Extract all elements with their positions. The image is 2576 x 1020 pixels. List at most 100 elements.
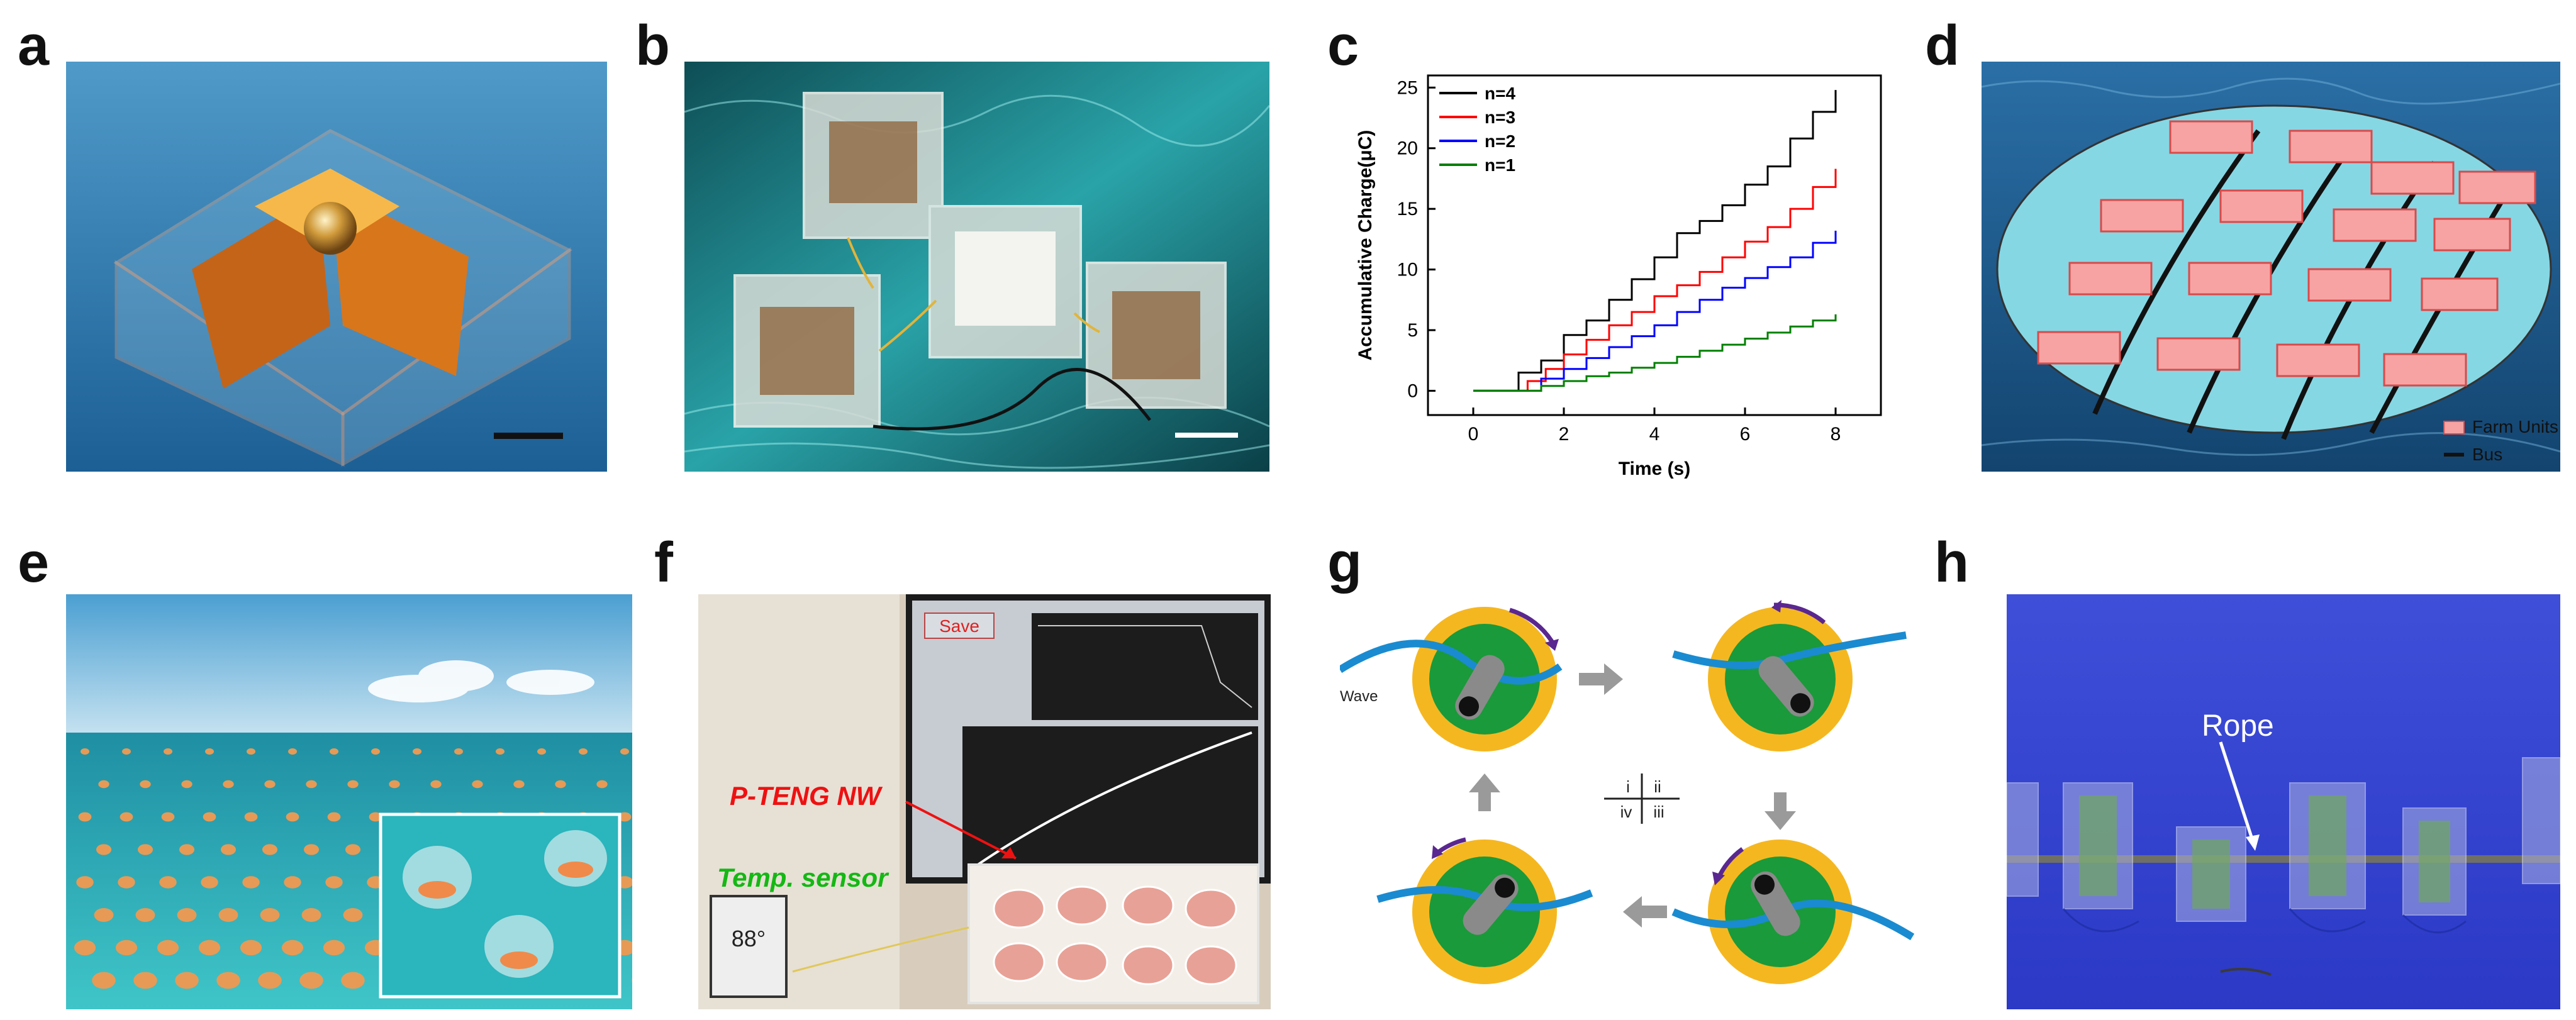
buoy-icon xyxy=(286,812,299,822)
buoy-icon xyxy=(198,940,221,956)
metal-ball-icon xyxy=(304,202,357,255)
buoy-icon xyxy=(218,908,238,922)
buoy-icon xyxy=(223,780,234,789)
buoy-icon xyxy=(177,908,197,922)
buoy-icon xyxy=(301,908,321,922)
buoy-icon xyxy=(164,748,172,755)
annotation-temp-sensor: Temp. sensor xyxy=(717,863,889,892)
quadrant-iii: iii xyxy=(1653,802,1664,821)
buoy-icon xyxy=(306,780,317,789)
quadrant-i: i xyxy=(1626,777,1630,796)
legend-farm-units: Farm Units xyxy=(2472,417,2558,436)
series-line-n-3 xyxy=(1473,169,1837,392)
buoy-icon xyxy=(325,876,343,889)
bus-legend-swatch xyxy=(2444,453,2464,457)
buoy-icon xyxy=(513,780,525,789)
panel-b-water-photo xyxy=(684,62,1269,472)
buoy-icon xyxy=(413,748,421,755)
rope-label: Rope xyxy=(2202,709,2274,743)
mechanism-state-iii xyxy=(1671,840,1915,984)
legend-bus: Bus xyxy=(2472,445,2502,464)
panel-d-farm-illustration: Farm Units Bus xyxy=(1982,62,2560,472)
buoy-icon xyxy=(78,812,92,822)
panel-label-a: a xyxy=(18,14,50,77)
buoy-icon xyxy=(76,876,94,889)
panel-e-ocean-rendering xyxy=(66,594,632,1009)
buoy-icon xyxy=(596,780,608,789)
buoy-icon xyxy=(175,972,199,989)
save-button-label: Save xyxy=(939,616,979,636)
panel-label-e: e xyxy=(18,531,50,594)
mechanism-state-iv xyxy=(1376,837,1593,984)
buoy-icon xyxy=(343,908,363,922)
buoy-icon xyxy=(92,972,116,989)
buoy-icon xyxy=(74,940,96,956)
buoy-icon xyxy=(264,780,276,789)
x-tick-label: 6 xyxy=(1740,424,1751,445)
panel-label-d: d xyxy=(1925,14,1960,77)
panel-h-rope-rendering: Rope xyxy=(2007,594,2560,1009)
buoy-icon xyxy=(247,748,255,755)
save-button[interactable] xyxy=(924,613,995,639)
buoy-icon xyxy=(140,780,151,789)
quadrant-ii: ii xyxy=(1654,777,1661,796)
series-line-n-2 xyxy=(1473,230,1837,392)
scale-bar xyxy=(494,433,563,439)
buoy-icon xyxy=(330,748,338,755)
buoy-icon xyxy=(216,972,240,989)
buoy-icon xyxy=(201,876,218,889)
buoy-icon xyxy=(220,844,237,855)
process-arrows xyxy=(1469,663,1796,928)
buoy-icon xyxy=(135,908,155,922)
accumulative-charge-chart: 0 2 4 6 8 0 5 10 15 20 25 n=4 n=3 n=2 n=1 Time (s) Ac… xyxy=(1355,74,1882,479)
buoy-icon xyxy=(96,844,112,855)
buoy-icon xyxy=(369,812,382,822)
quadrant-iv: iv xyxy=(1620,802,1632,821)
y-tick-label: 15 xyxy=(1397,199,1418,219)
buoy-icon xyxy=(620,748,629,755)
buoy-icon xyxy=(161,812,175,822)
panel-label-g: g xyxy=(1327,531,1362,594)
panel-label-f: f xyxy=(654,531,673,594)
buoy-icon xyxy=(323,940,345,956)
legend-entry: n=3 xyxy=(1485,108,1515,127)
buoy-icon xyxy=(81,748,89,755)
y-tick-label: 20 xyxy=(1397,138,1418,159)
legend-entry: n=4 xyxy=(1485,84,1515,103)
buoy-icon xyxy=(203,812,216,822)
buoy-icon xyxy=(258,972,282,989)
buoy-icon xyxy=(122,748,131,755)
panel-c-charge-chart: 0 2 4 6 8 0 5 10 15 20 25 n=4 n=3 n=2 n=1 Time (s) Ac… xyxy=(1346,57,1900,497)
buoy-icon xyxy=(240,940,262,956)
buoy-icon xyxy=(157,940,179,956)
series-line-n-1 xyxy=(1473,314,1837,392)
buoy-icon xyxy=(284,876,301,889)
series-line-n-4 xyxy=(1473,90,1837,392)
wave-label: Wave xyxy=(1340,688,1378,705)
x-tick-label: 4 xyxy=(1649,424,1660,445)
buoy-icon xyxy=(118,876,135,889)
buoy-icon xyxy=(327,812,341,822)
legend-entry: n=1 xyxy=(1485,155,1515,175)
buoy-icon xyxy=(159,876,177,889)
buoy-icon xyxy=(618,812,632,822)
y-tick-label: 10 xyxy=(1397,260,1418,280)
buoy-icon xyxy=(133,972,157,989)
annotation-p-teng-nw: P-TENG NW xyxy=(730,781,883,811)
buoy-icon xyxy=(579,748,588,755)
buoy-icon xyxy=(98,780,109,789)
panel-a-device-photo xyxy=(66,62,607,472)
buoy-icon xyxy=(242,876,260,889)
y-tick-label: 5 xyxy=(1407,320,1418,341)
buoy-icon xyxy=(454,748,463,755)
panel-g-mechanism-diagram: Wave xyxy=(1340,585,1919,1012)
buoy-icon xyxy=(262,844,278,855)
mechanism-state-i xyxy=(1340,607,1563,751)
mechanism-state-ii xyxy=(1672,600,1907,751)
buoy-icon xyxy=(299,972,323,989)
buoy-icon xyxy=(137,844,153,855)
buoy-icon xyxy=(389,780,400,789)
buoy-icon xyxy=(371,748,380,755)
panel-label-b: b xyxy=(635,14,670,77)
buoy-icon xyxy=(537,748,546,755)
